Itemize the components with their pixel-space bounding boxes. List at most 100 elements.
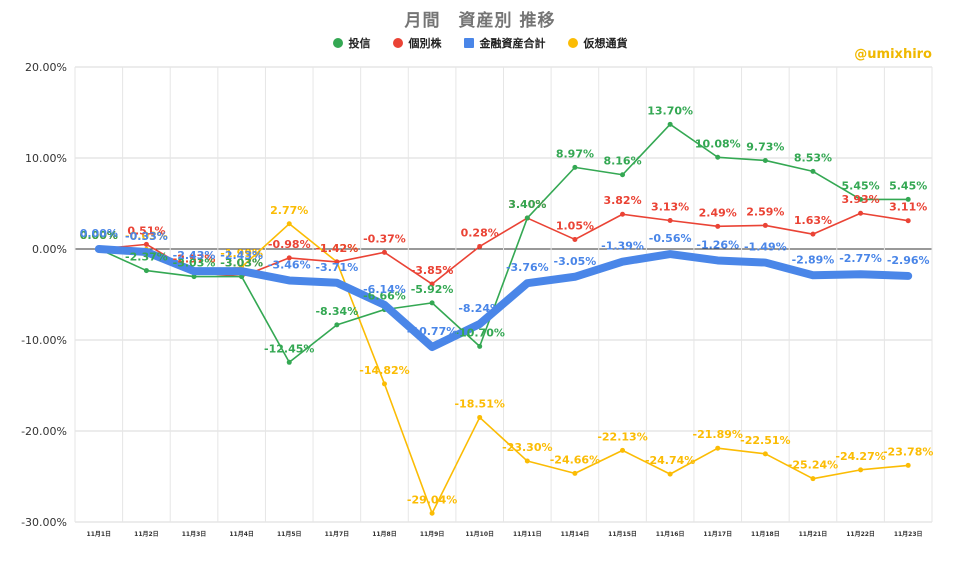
data-label-2: -10.77% <box>407 325 457 338</box>
data-point-3 <box>477 415 482 420</box>
x-tick-label: 11月22日 <box>846 530 875 538</box>
data-label-2: -3.71% <box>315 261 358 274</box>
data-point-0 <box>287 360 292 365</box>
data-point-0 <box>668 122 673 127</box>
data-label-3: -18.51% <box>454 397 504 410</box>
x-tick-label: 11月11日 <box>513 530 542 538</box>
data-label-1: -0.37% <box>363 232 406 245</box>
data-point-3 <box>620 448 625 453</box>
legend-item-total[interactable]: 金融資産合計 <box>464 35 546 51</box>
data-label-0: -5.92% <box>411 283 454 296</box>
data-label-2: -8.24% <box>458 302 501 315</box>
data-label-2: -2.96% <box>887 254 930 267</box>
legend-swatch-crypto <box>568 38 578 48</box>
data-label-3: -21.89% <box>693 428 743 441</box>
data-point-0 <box>810 169 815 174</box>
x-tick-label: 11月1日 <box>87 530 112 538</box>
data-label-2: -3.05% <box>554 255 597 268</box>
data-label-1: 3.93% <box>841 193 879 206</box>
data-point-1 <box>477 244 482 249</box>
data-label-0: 13.70% <box>647 104 693 117</box>
legend: 投信 個別株 金融資産合計 仮想通貨 <box>0 35 960 51</box>
data-label-2: -1.39% <box>601 240 644 253</box>
data-label-0: -8.34% <box>315 305 358 318</box>
x-tick-label: 11月3日 <box>182 530 207 538</box>
x-tick-label: 11月9日 <box>420 530 445 538</box>
y-tick-label: -30.00% <box>21 516 67 529</box>
legend-swatch-total <box>464 38 474 48</box>
data-label-0: 5.45% <box>889 179 927 192</box>
legend-swatch-toushin <box>333 38 343 48</box>
data-label-1: 3.82% <box>603 194 641 207</box>
data-point-3 <box>382 381 387 386</box>
data-point-0 <box>477 344 482 349</box>
legend-label-total: 金融資産合計 <box>480 35 546 51</box>
data-label-3: -23.30% <box>502 441 552 454</box>
data-point-3 <box>858 467 863 472</box>
data-point-0 <box>144 268 149 273</box>
data-label-3: -24.74% <box>645 454 695 467</box>
y-tick-label: 0.00% <box>32 243 67 256</box>
x-tick-label: 11月18日 <box>751 530 780 538</box>
data-label-0: 8.53% <box>794 151 832 164</box>
data-label-0: 8.16% <box>603 155 641 168</box>
legend-item-crypto[interactable]: 仮想通貨 <box>568 35 628 51</box>
y-tick-label: 20.00% <box>25 61 67 74</box>
data-label-3: -22.13% <box>597 430 647 443</box>
data-label-0: 8.97% <box>556 147 594 160</box>
data-point-3 <box>430 511 435 516</box>
data-label-2: -1.26% <box>696 238 739 251</box>
data-label-2: -2.43% <box>220 249 263 262</box>
x-tick-label: 11月10日 <box>465 530 494 538</box>
legend-item-toushin[interactable]: 投信 <box>333 35 371 51</box>
data-label-2: -0.56% <box>649 232 692 245</box>
data-label-3: -23.78% <box>883 445 933 458</box>
data-label-2: -1.49% <box>744 241 787 254</box>
data-label-1: 3.11% <box>889 201 927 214</box>
data-label-0: 9.73% <box>746 140 784 153</box>
data-label-0: -2.37% <box>125 251 168 264</box>
watermark: @umixhiro <box>854 47 932 62</box>
data-point-3 <box>525 459 530 464</box>
x-tick-label: 11月7日 <box>325 530 350 538</box>
data-label-0: 3.40% <box>508 198 546 211</box>
data-label-2: -3.76% <box>506 261 549 274</box>
data-label-3: -22.51% <box>740 434 790 447</box>
y-tick-label: -10.00% <box>21 334 67 347</box>
legend-item-kobetsukabu[interactable]: 個別株 <box>393 35 442 51</box>
data-label-1: -3.85% <box>411 264 454 277</box>
data-point-0 <box>525 216 530 221</box>
data-label-0: 10.08% <box>695 137 741 150</box>
x-tick-label: 11月21日 <box>799 530 828 538</box>
data-label-1: 0.28% <box>461 226 499 239</box>
data-point-1 <box>382 250 387 255</box>
data-label-3: 2.77% <box>270 204 308 217</box>
data-label-2: 0.00% <box>80 227 118 240</box>
data-point-0 <box>430 300 435 305</box>
data-point-1 <box>810 232 815 237</box>
x-tick-label: 11月16日 <box>656 530 685 538</box>
x-tick-label: 11月5日 <box>277 530 302 538</box>
x-tick-label: 11月8日 <box>372 530 397 538</box>
data-point-3 <box>715 446 720 451</box>
data-point-1 <box>715 224 720 229</box>
data-label-3: -14.82% <box>359 364 409 377</box>
data-point-0 <box>620 172 625 177</box>
data-point-3 <box>810 476 815 481</box>
data-point-3 <box>668 472 673 477</box>
data-label-2: -2.43% <box>173 249 216 262</box>
legend-label-toushin: 投信 <box>349 35 371 51</box>
data-label-2: -3.46% <box>268 258 311 271</box>
y-tick-label: -20.00% <box>21 425 67 438</box>
data-label-1: -1.42% <box>315 242 358 255</box>
data-label-1: 2.49% <box>699 206 737 219</box>
legend-swatch-kobetsukabu <box>393 38 403 48</box>
data-label-2: -0.33% <box>125 230 168 243</box>
x-tick-label: 11月15日 <box>608 530 637 538</box>
x-tick-label: 11月2日 <box>134 530 159 538</box>
data-label-1: 1.05% <box>556 219 594 232</box>
data-point-1 <box>763 223 768 228</box>
x-tick-label: 11月17日 <box>703 530 732 538</box>
